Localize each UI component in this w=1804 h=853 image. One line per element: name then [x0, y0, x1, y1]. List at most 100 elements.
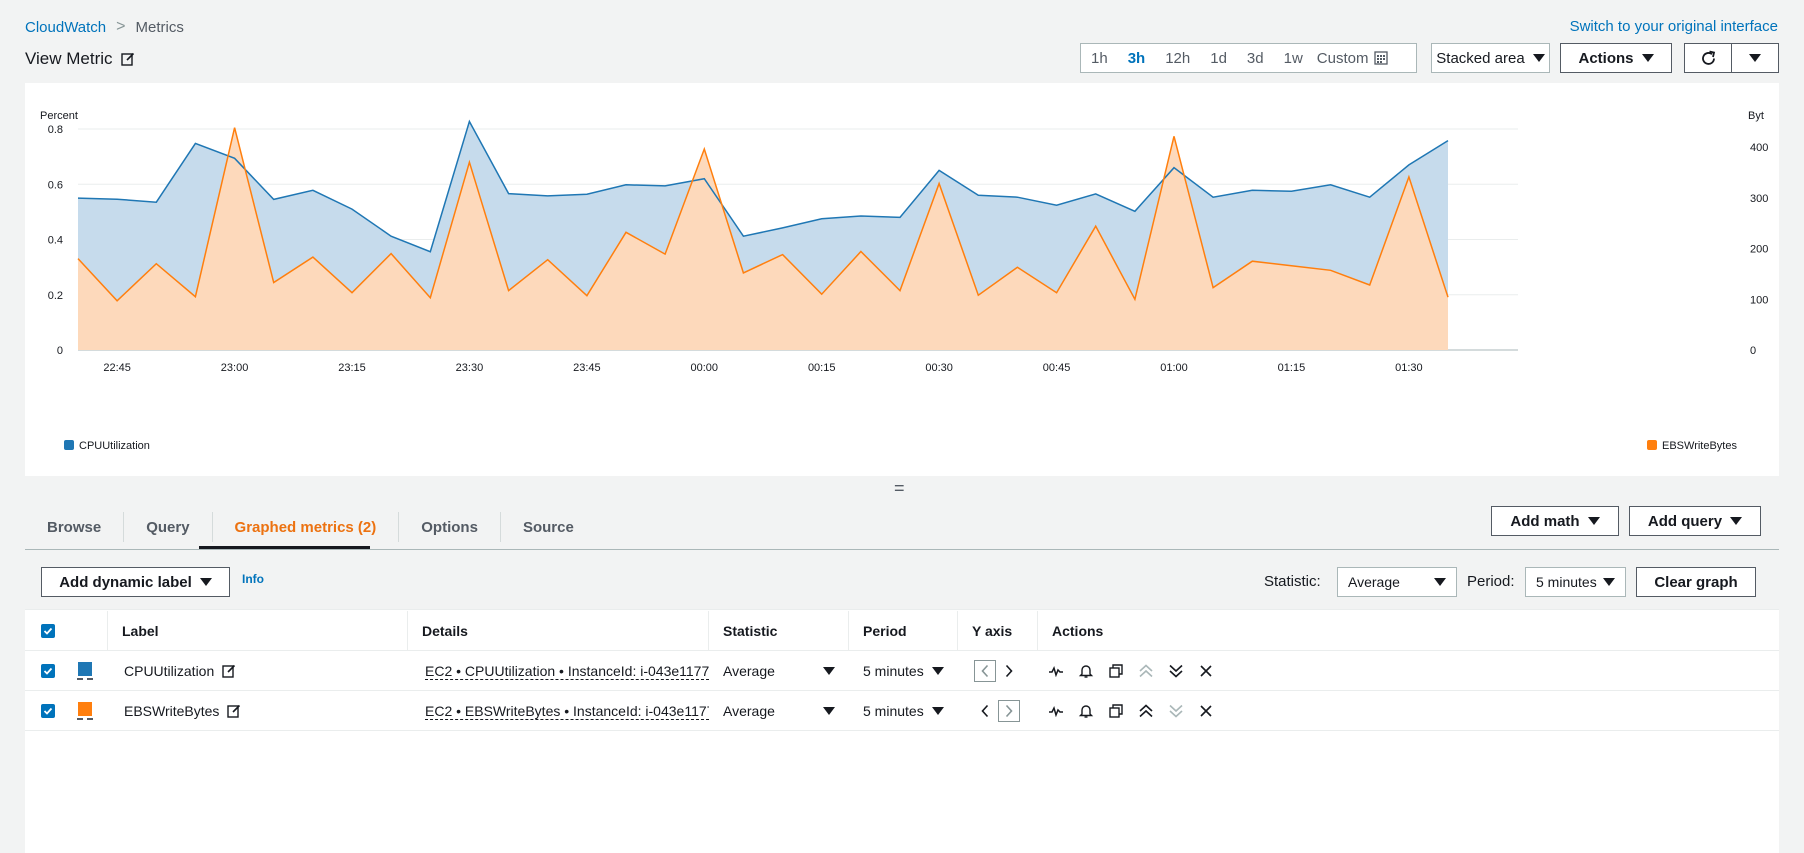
row-statistic-select[interactable]: Average	[723, 651, 835, 691]
duplicate-icon[interactable]	[1105, 700, 1127, 722]
x-ticks: 22:45 23:00 23:15 23:30 23:45 00:00 00:15 00:30…	[103, 362, 1422, 374]
add-query-button[interactable]: Add query	[1629, 506, 1761, 536]
graph-type-value: Stacked area	[1436, 49, 1525, 67]
row-statistic-value: Average	[723, 663, 775, 679]
math-icon[interactable]	[1045, 660, 1067, 682]
tab-graphed-metrics[interactable]: Graphed metrics (2)	[213, 512, 400, 542]
column-statistic[interactable]: Statistic	[708, 611, 777, 651]
row-checkbox[interactable]	[41, 691, 55, 731]
caret-down-icon	[823, 707, 835, 715]
tab-options[interactable]: Options	[399, 512, 501, 542]
clear-graph-label: Clear graph	[1654, 573, 1738, 591]
statistic-select-value: Average	[1348, 574, 1400, 590]
column-period[interactable]: Period	[848, 611, 907, 651]
add-math-button[interactable]: Add math	[1491, 506, 1619, 536]
row-statistic-value: Average	[723, 703, 775, 719]
page-title-wrap: View Metric	[25, 49, 135, 69]
refresh-button[interactable]	[1685, 44, 1732, 72]
label-cell: CPUUtilization	[124, 651, 236, 691]
row-statistic-select[interactable]: Average	[723, 691, 835, 731]
row-period-select[interactable]: 5 minutes	[863, 651, 944, 691]
time-range-12h[interactable]: 12h	[1165, 49, 1191, 67]
time-range-selector: 1h 3h 12h 1d 3d 1w Custom	[1080, 43, 1417, 73]
edit-icon[interactable]	[227, 704, 241, 718]
y-right-tick-label: 200	[1750, 244, 1768, 256]
actions-button[interactable]: Actions	[1560, 43, 1672, 73]
move-up-icon[interactable]	[1135, 660, 1157, 682]
move-down-icon[interactable]	[1165, 660, 1187, 682]
metric-details: EC2 • CPUUtilization • InstanceId: i-043…	[425, 662, 709, 680]
period-select[interactable]: 5 minutes	[1525, 567, 1626, 597]
column-yaxis[interactable]: Y axis	[957, 611, 1012, 651]
time-range-1w[interactable]: 1w	[1283, 49, 1303, 67]
legend-swatch-ebs	[1647, 440, 1657, 450]
column-details[interactable]: Details	[407, 611, 468, 651]
alarm-bell-icon[interactable]	[1075, 700, 1097, 722]
edit-icon[interactable]	[222, 664, 236, 678]
row-period-value: 5 minutes	[863, 663, 924, 679]
swatch-underline	[77, 718, 93, 720]
chevron-left-icon	[981, 704, 989, 718]
time-range-custom[interactable]: Custom	[1313, 50, 1389, 67]
caret-down-icon	[823, 667, 835, 675]
tab-browse[interactable]: Browse	[25, 512, 125, 542]
y-axis-left-button[interactable]	[974, 660, 996, 682]
y-axis-right-button[interactable]	[998, 660, 1020, 682]
custom-label: Custom	[1316, 49, 1369, 67]
caret-down-icon	[1434, 578, 1446, 586]
period-label: Period:	[1467, 573, 1515, 590]
breadcrumb-cloudwatch-link[interactable]: CloudWatch	[25, 18, 107, 36]
metric-chart: Percent Byt 00.20.40.60.8 0100200300400 …	[40, 110, 1768, 452]
time-range-1h[interactable]: 1h	[1091, 49, 1108, 67]
info-link[interactable]: Info	[242, 572, 264, 586]
color-swatch-button[interactable]	[77, 691, 93, 731]
move-down-icon[interactable]	[1165, 700, 1187, 722]
y-right-ticks: 0 100 200 300 400	[1750, 142, 1768, 357]
time-range-1d[interactable]: 1d	[1210, 49, 1227, 67]
resize-handle[interactable]: =	[894, 478, 905, 498]
remove-icon[interactable]	[1195, 700, 1217, 722]
add-dynamic-label-button[interactable]: Add dynamic label	[41, 567, 230, 597]
clear-graph-button[interactable]: Clear graph	[1636, 567, 1756, 597]
y-left-tick-label: 0.2	[48, 290, 63, 302]
breadcrumb-current: Metrics	[135, 18, 184, 36]
color-swatch-button[interactable]	[77, 651, 93, 691]
time-range-3h[interactable]: 3h	[1127, 49, 1146, 67]
details-cell[interactable]: EC2 • EBSWriteBytes • InstanceId: i-043e…	[425, 691, 709, 731]
edit-icon[interactable]	[120, 52, 135, 66]
graph-type-select[interactable]: Stacked area	[1431, 43, 1550, 73]
y-axis-left-button[interactable]	[974, 700, 996, 722]
x-tick-label: 23:45	[573, 362, 601, 374]
color-swatch-ebs	[78, 702, 92, 716]
y-left-tick-label: 0.6	[48, 179, 63, 191]
y-axis-right-button[interactable]	[998, 700, 1020, 722]
statistic-label: Statistic:	[1264, 573, 1321, 590]
line-ebswritebytes	[77, 127, 1449, 302]
details-cell[interactable]: EC2 • CPUUtilization • InstanceId: i-043…	[425, 651, 709, 691]
y-left-axis-label: Percent	[40, 110, 78, 122]
row-checkbox[interactable]	[41, 651, 55, 691]
column-label[interactable]: Label	[107, 611, 159, 651]
tab-source[interactable]: Source	[522, 518, 574, 536]
statistic-select[interactable]: Average	[1337, 567, 1457, 597]
x-tick-label: 00:00	[691, 362, 719, 374]
remove-icon[interactable]	[1195, 660, 1217, 682]
y-right-tick-label: 0	[1750, 345, 1756, 357]
tabs-divider	[25, 549, 1779, 550]
legend-left[interactable]: CPUUtilization	[64, 440, 150, 452]
tab-query[interactable]: Query	[124, 512, 213, 542]
move-up-icon[interactable]	[1135, 700, 1157, 722]
math-icon[interactable]	[1045, 700, 1067, 722]
select-all-checkbox[interactable]	[41, 611, 55, 651]
row-period-select[interactable]: 5 minutes	[863, 691, 944, 731]
legend-right[interactable]: EBSWriteBytes	[1647, 440, 1737, 452]
time-range-3d[interactable]: 3d	[1246, 49, 1264, 67]
duplicate-icon[interactable]	[1105, 660, 1127, 682]
y-right-tick-label: 100	[1750, 294, 1768, 306]
refresh-options-button[interactable]	[1732, 44, 1778, 72]
alarm-bell-icon[interactable]	[1075, 660, 1097, 682]
switch-interface-link[interactable]: Switch to your original interface	[1569, 18, 1778, 35]
label-cell: EBSWriteBytes	[124, 691, 241, 731]
y-axis-toggle	[974, 691, 1020, 731]
